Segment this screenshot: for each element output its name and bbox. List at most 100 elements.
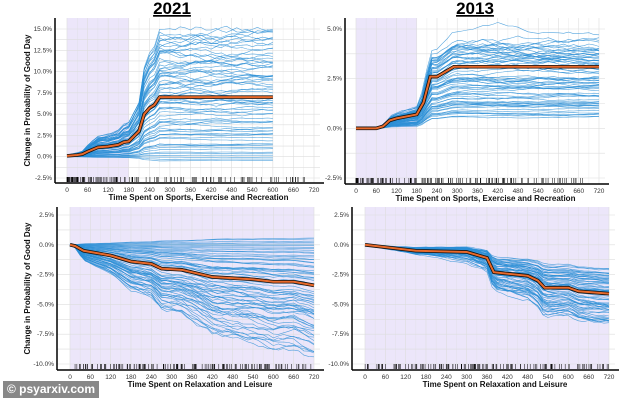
y-axis-label: Change in Probability of Good Day [23,34,32,167]
y-tick-label: -2.5% [325,175,342,182]
ice-curve [355,116,600,129]
ice-curve [66,29,273,156]
ice-curve [67,156,273,162]
ice-curve [66,143,273,157]
y-tick-label: -2.5% [332,272,349,279]
ice-curve [69,244,315,327]
ice-curve [69,244,315,314]
x-tick-label: 240 [146,374,157,381]
y-tick-label: 2.5% [39,212,54,219]
x-tick-label: 60 [84,187,92,194]
x-tick-label: 360 [187,374,198,381]
x-tick-label: 540 [533,188,544,195]
x-tick-label: 360 [482,374,493,381]
x-tick-label: 0 [65,187,69,194]
x-tick-label: 360 [185,187,196,194]
ice-curve [364,244,610,274]
x-tick-label: 0 [363,374,367,381]
ice-curve [69,244,315,352]
x-tick-label: 720 [604,374,615,381]
ice-curve [70,244,314,246]
x-tick-label: 660 [288,374,299,381]
y-tick-label: 10.0% [34,69,53,76]
average-line [356,65,599,130]
ice-curve [66,60,273,156]
ice-curve [66,81,273,156]
ice-curve [355,93,600,130]
ice-curve [355,86,599,129]
x-tick-label: 60 [373,188,381,195]
ice-curve [69,244,315,297]
x-tick-label: 600 [268,374,279,381]
x-axis-label: Time Spent on Sports, Exercise and Recre… [396,194,576,203]
x-tick-label: 60 [382,374,390,381]
ice-curve [69,242,315,246]
ice-curve [69,244,315,251]
ice-curve [66,120,273,157]
y-tick-label: 15.0% [34,26,53,33]
y-tick-label: -2.5% [37,272,54,279]
ice-curve [355,22,600,129]
ice-curve [355,45,600,130]
ice-curve [69,244,315,327]
ice-curve [356,115,599,129]
panel-3: 0 60 120 180 240 300 360 420 480 540 600 660 720 -10.… [23,207,324,389]
y-tick-label: 2.5% [327,76,342,83]
ice-curve [69,244,315,254]
ice-curve [69,244,315,336]
x-tick-label: 300 [461,374,472,381]
x-tick-label: 480 [522,374,533,381]
x-tick-label: 360 [472,188,483,195]
x-tick-label: 180 [126,374,137,381]
x-tick-label: 180 [123,187,134,194]
ice-curve [356,104,600,129]
y-tick-label: 0.0% [37,154,52,161]
x-tick-label: 480 [227,374,238,381]
average-line [69,243,315,287]
x-tick-label: 300 [166,374,177,381]
y-tick-label: -2.5% [35,175,52,182]
x-tick-label: 0 [68,374,72,381]
x-tick-label: 540 [247,187,258,194]
x-tick-label: 720 [594,188,605,195]
ice-curve [69,244,315,267]
y-tick-label: -5.0% [332,301,349,308]
y-tick-label: 5.0% [37,111,52,118]
ice-curve [355,35,600,129]
ice-curve [69,244,315,260]
ice-curve [66,34,273,156]
x-tick-label: 300 [452,188,463,195]
ice-curve [355,100,600,129]
ice-curve [66,69,273,156]
x-tick-label: 600 [553,188,564,195]
y-axis-label: Change in Probability of Good Day [23,222,32,355]
x-tick-label: 420 [207,374,218,381]
x-tick-label: 660 [288,187,299,194]
ice-curve [355,43,600,130]
x-tick-label: 120 [400,374,411,381]
x-axis-label: Time Spent on Sports, Exercise and Recre… [109,193,289,202]
ice-curve [69,244,315,315]
x-tick-label: 300 [164,187,175,194]
x-tick-label: 480 [513,188,524,195]
ice-curve [69,244,315,319]
ice-curve [66,37,273,156]
ice-curve [364,244,610,270]
ice-curve [69,244,314,248]
ice-curve [66,120,273,157]
y-tick-label: 0.0% [334,242,349,249]
panel-title: 2013 [456,0,494,18]
x-tick-label: 240 [441,374,452,381]
x-tick-label: 240 [432,188,443,195]
x-tick-label: 480 [226,187,237,194]
y-tick-label: -7.5% [332,331,349,338]
ice-curve [69,244,315,306]
y-tick-label: 0.0% [327,125,342,132]
ice-curve [67,154,273,157]
x-tick-label: 120 [105,374,116,381]
ice-curve [67,148,273,157]
ice-curve [69,244,315,326]
ice-curve [364,244,610,271]
x-tick-label: 600 [267,187,278,194]
